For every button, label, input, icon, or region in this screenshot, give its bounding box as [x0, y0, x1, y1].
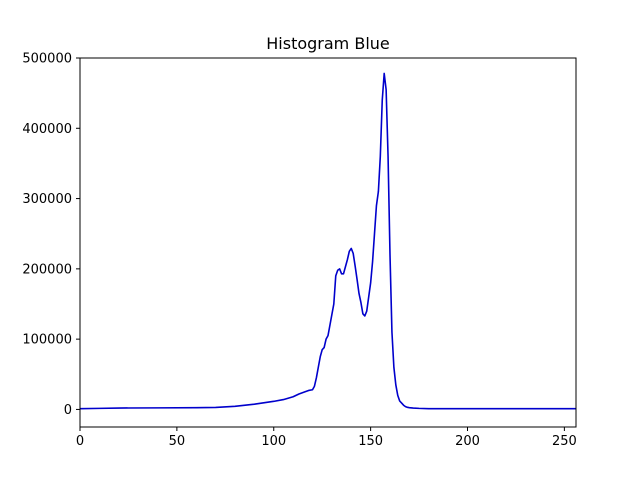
x-tick-label: 150	[358, 434, 383, 449]
plot-frame	[79, 57, 577, 428]
x-tick-label: 200	[455, 434, 480, 449]
x-tick-label: 0	[76, 434, 84, 449]
y-axis: 0 100000 200000 300000 400000 500000	[22, 52, 80, 418]
x-tick-label: 100	[261, 434, 286, 449]
y-tick-label: 300000	[22, 192, 72, 207]
chart-title: Histogram Blue	[266, 34, 390, 53]
y-tick-label: 0	[64, 403, 72, 418]
x-tick-label: 50	[169, 434, 186, 449]
x-axis: 0 50 100 150 200 250	[76, 427, 577, 449]
y-tick-label: 100000	[22, 333, 72, 348]
data-layer	[79, 72, 576, 410]
y-tick-label: 200000	[22, 262, 72, 277]
x-tick-label: 250	[552, 434, 577, 449]
y-tick-label: 500000	[22, 52, 72, 67]
y-tick-label: 400000	[22, 122, 72, 137]
series-line-blue	[79, 72, 576, 410]
